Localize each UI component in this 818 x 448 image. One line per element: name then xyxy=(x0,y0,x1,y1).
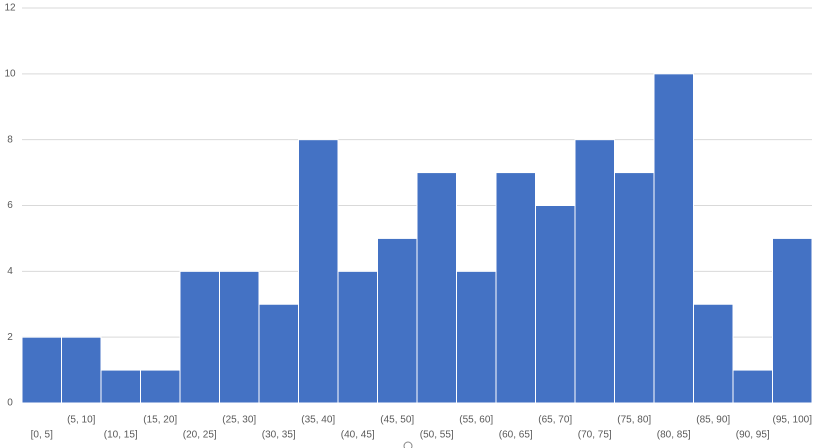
x-tick-label: (85, 90] xyxy=(696,415,730,426)
bar xyxy=(258,303,299,404)
x-tick-label: (65, 70] xyxy=(538,415,572,426)
y-tick-label: 4 xyxy=(7,266,13,277)
bar xyxy=(456,270,497,404)
x-tick-label: (40, 45] xyxy=(341,430,375,441)
y-tick-label: 12 xyxy=(4,3,16,14)
y-tick-label: 10 xyxy=(4,68,16,79)
y-tick-label: 8 xyxy=(7,134,13,145)
bar xyxy=(772,237,813,404)
bar xyxy=(693,303,734,404)
x-tick-label: (55, 60] xyxy=(459,415,493,426)
y-tick-label: 2 xyxy=(7,332,13,343)
bar xyxy=(179,270,220,404)
bar xyxy=(535,205,576,404)
bar xyxy=(337,270,378,404)
bar xyxy=(219,270,260,404)
x-tick-label: (60, 65] xyxy=(499,430,533,441)
x-tick-label: (70, 75] xyxy=(578,430,612,441)
bar xyxy=(732,369,773,404)
x-tick-label: (5, 10] xyxy=(67,415,96,426)
y-tick-label: 6 xyxy=(7,200,13,211)
bar xyxy=(140,369,181,404)
bar xyxy=(653,73,694,404)
bar xyxy=(574,139,615,404)
x-tick-label: (80, 85] xyxy=(657,430,691,441)
bar xyxy=(21,336,62,404)
x-tick-label: (25, 30] xyxy=(222,415,256,426)
bar xyxy=(61,336,102,404)
bar xyxy=(298,139,339,404)
resize-handle[interactable] xyxy=(403,441,413,448)
x-tick-label: (10, 15] xyxy=(104,430,138,441)
bar xyxy=(416,172,457,404)
y-tick-label: 0 xyxy=(7,398,13,409)
x-tick-label: (45, 50] xyxy=(380,415,414,426)
bar xyxy=(495,172,536,404)
x-tick-label: [0, 5] xyxy=(31,430,53,441)
x-tick-label: (15, 20] xyxy=(143,415,177,426)
x-tick-label: (75, 80] xyxy=(617,415,651,426)
x-tick-label: (20, 25] xyxy=(183,430,217,441)
x-tick-label: (35, 40] xyxy=(301,415,335,426)
x-tick-label: (30, 35] xyxy=(262,430,296,441)
bar xyxy=(100,369,141,404)
bar xyxy=(377,237,418,404)
bar xyxy=(614,172,655,404)
x-tick-label: (90, 95] xyxy=(736,430,770,441)
x-tick-label: (50, 55] xyxy=(420,430,454,441)
x-tick-label: (95, 100] xyxy=(773,415,813,426)
